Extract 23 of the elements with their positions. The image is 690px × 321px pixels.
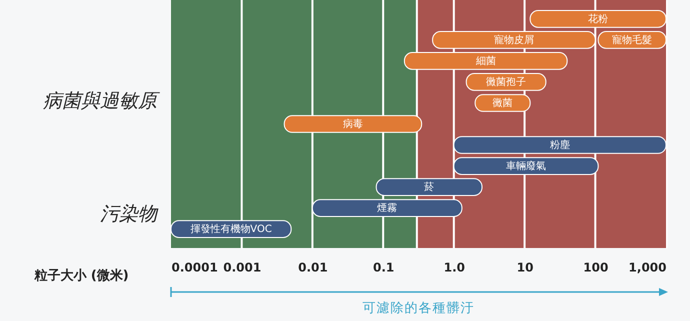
data-label: 揮發性有機物VOC bbox=[190, 223, 272, 236]
x-tick-label: 1,000 bbox=[628, 260, 666, 274]
data-label: 花粉 bbox=[588, 12, 608, 25]
data-label: 煙霧 bbox=[377, 202, 398, 214]
x-tick-label: 0.001 bbox=[223, 260, 262, 274]
x-tick-label: 0.01 bbox=[298, 260, 328, 274]
data-label: 車輛廢氣 bbox=[506, 160, 546, 172]
text: 污染物 bbox=[99, 202, 157, 227]
x-tick-label: 100 bbox=[583, 260, 608, 274]
data-label: 粉塵 bbox=[550, 139, 570, 152]
data-label: 菸 bbox=[424, 181, 434, 194]
x-tick-label: 10 bbox=[516, 260, 534, 274]
x-tick-label: 1.0 bbox=[444, 260, 465, 274]
text: 可濾除的各種髒汙 bbox=[362, 300, 476, 317]
data-label: 細菌 bbox=[474, 54, 496, 67]
data-label: 病毒 bbox=[342, 118, 363, 130]
x-tick-label: 0.0001 bbox=[172, 260, 218, 274]
x-tick-label: 0.1 bbox=[373, 260, 394, 274]
data-label: 黴菌孢子 bbox=[486, 76, 526, 88]
data-label: 黴菌 bbox=[492, 96, 513, 109]
x-axis-title: 粒子大小 (微米) bbox=[33, 268, 129, 284]
data-label: 寵物皮屑 bbox=[494, 34, 534, 46]
data-label: 寵物毛髮 bbox=[612, 34, 652, 46]
